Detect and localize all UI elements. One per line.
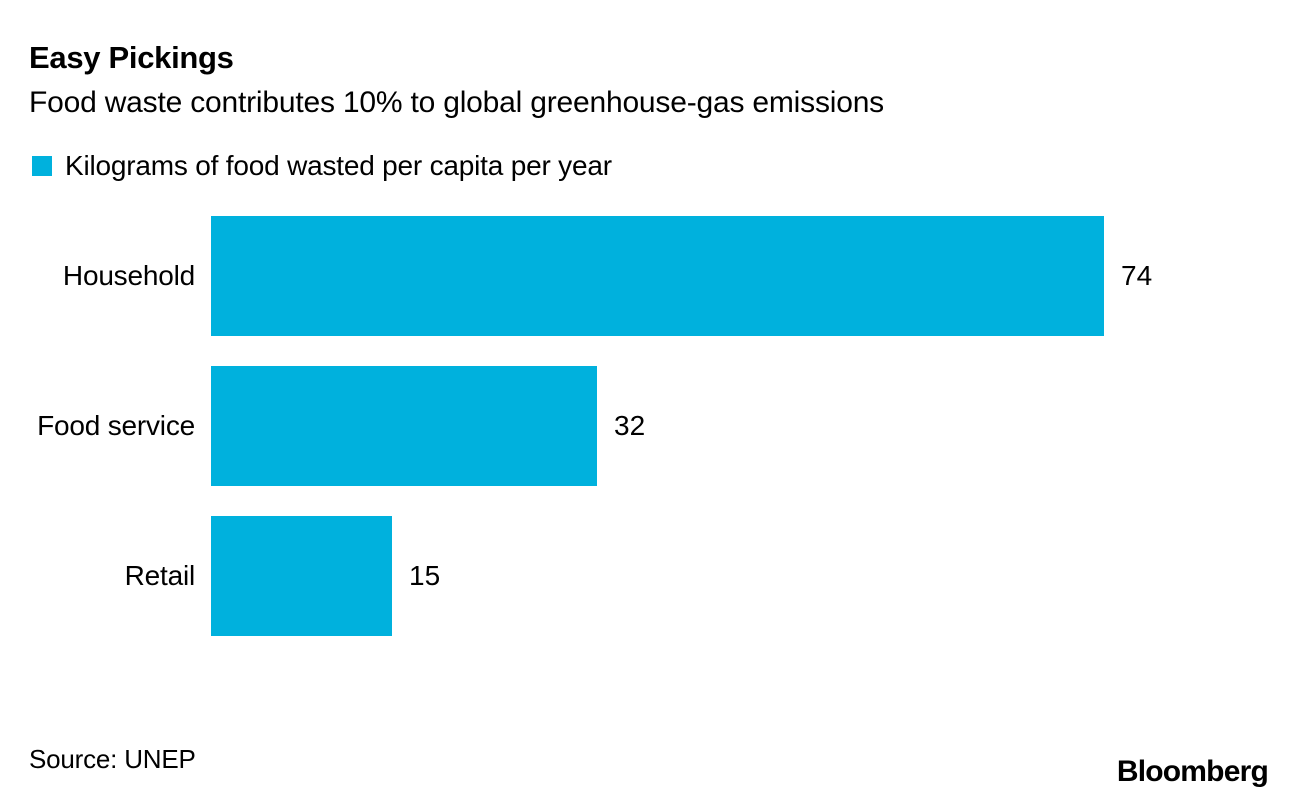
legend: Kilograms of food wasted per capita per … — [32, 150, 612, 182]
bar — [211, 366, 597, 486]
chart-subtitle: Food waste contributes 10% to global gre… — [29, 86, 884, 119]
source-note: Source: UNEP — [29, 744, 196, 774]
legend-label: Kilograms of food wasted per capita per … — [65, 150, 612, 181]
chart-title: Easy Pickings — [29, 40, 234, 75]
bar-chart: Household 74 Food service 32 Retail 15 — [0, 216, 1296, 666]
category-label: Retail — [124, 560, 196, 591]
bar-row: Food service 32 — [0, 366, 1296, 486]
category-label: Food service — [37, 410, 195, 441]
bar-row: Retail 15 — [0, 516, 1296, 636]
bloomberg-logo: Bloomberg — [1116, 755, 1269, 788]
value-label: 74 — [1121, 260, 1153, 291]
legend-swatch-icon — [32, 156, 52, 176]
value-label: 32 — [614, 410, 646, 441]
bar-row: Household 74 — [0, 216, 1296, 336]
value-label: 15 — [409, 560, 441, 591]
category-label: Household — [62, 260, 195, 291]
bar — [211, 516, 392, 636]
bar — [211, 216, 1104, 336]
